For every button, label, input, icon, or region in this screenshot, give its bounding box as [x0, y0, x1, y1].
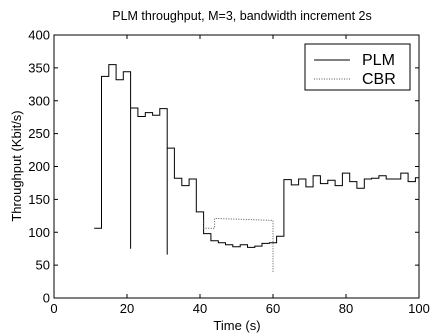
y-tick-label: 0: [43, 291, 50, 306]
y-tick-label: 400: [28, 28, 50, 43]
chart-title: PLM throughput, M=3, bandwidth increment…: [112, 9, 372, 23]
x-tick-label: 0: [50, 301, 57, 316]
legend: PLM CBR: [304, 43, 411, 91]
x-tick-label: 100: [408, 301, 430, 316]
series-cbr-line: [203, 217, 274, 272]
plot-area: 0 20 40 60 80 100 0 50 100 150 200 250 300 350 400: [28, 28, 430, 317]
y-tick-label: 300: [28, 93, 50, 108]
y-tick-label: 100: [28, 225, 50, 240]
x-tick-label: 60: [266, 301, 280, 316]
y-tick-label: 50: [36, 258, 50, 273]
legend-label-plm: PLM: [362, 52, 395, 69]
legend-label-cbr: CBR: [362, 71, 396, 88]
y-tick-label: 200: [28, 159, 50, 174]
legend-box: [304, 43, 411, 91]
x-tick-label: 20: [120, 301, 134, 316]
x-tick-label: 40: [193, 301, 207, 316]
y-axis-label: Throughput (Kbit/s): [9, 110, 24, 221]
series-layer: [94, 64, 419, 272]
x-axis-label: Time (s): [213, 318, 260, 333]
y-tick-label: 350: [28, 60, 50, 75]
y-tick-label: 150: [28, 192, 50, 207]
y-tick-label: 250: [28, 126, 50, 141]
tick-labels: 0 20 40 60 80 100 0 50 100 150 200 250 300 350 400: [28, 28, 430, 317]
x-tick-label: 80: [339, 301, 353, 316]
series-plm-line: [94, 64, 419, 248]
tick-marks: [53, 34, 420, 299]
